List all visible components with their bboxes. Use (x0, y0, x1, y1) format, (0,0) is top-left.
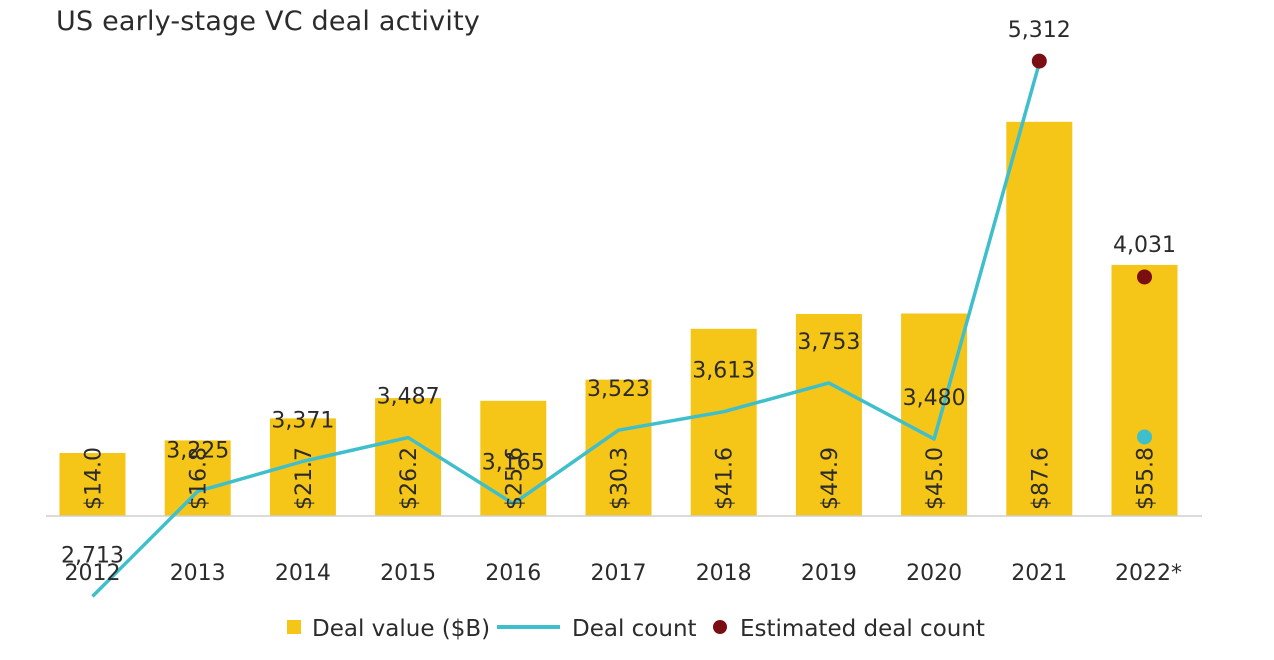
bar-2015 (375, 398, 442, 516)
legend-swatch-estimated-deal-count (713, 620, 727, 634)
legend-swatch-deal-value (287, 620, 301, 634)
deal-count-label-2020: 3,480 (903, 386, 966, 411)
deal-count-label-2013: 3,225 (166, 438, 229, 463)
x-tick-label-2019: 2019 (801, 561, 857, 586)
deal-count-label-2012: 2,713 (61, 543, 124, 568)
deal-count-point-2022 (1137, 429, 1152, 445)
x-tick-label-2020: 2020 (906, 561, 962, 586)
bar-2012 (59, 453, 126, 516)
deal-count-label-2015: 3,487 (377, 385, 440, 410)
deal-count-line (91, 62, 1041, 598)
deal-count-label-2019: 3,753 (797, 330, 860, 355)
legend-label-estimated-deal-count: Estimated deal count (740, 616, 985, 642)
bar-value-label-2014: $21.7 (292, 447, 317, 510)
bars-layer (59, 121, 1178, 517)
bar-2013 (164, 440, 231, 516)
estimated-deal-count-label-2022: 4,031 (1113, 233, 1176, 258)
x-tick-label-2017: 2017 (591, 561, 647, 586)
deal-count-label-2021: 5,312 (1008, 18, 1071, 43)
bar-value-label-2015: $26.2 (397, 447, 422, 510)
bar-2019 (795, 313, 862, 516)
x-tick-label-2016: 2016 (485, 561, 541, 586)
bar-value-label-2019: $44.9 (818, 447, 843, 510)
bar-value-label-2018: $41.6 (713, 447, 738, 510)
x-tick-label-2013: 2013 (170, 561, 226, 586)
bar-2022 (1111, 264, 1178, 516)
bar-value-label-2017: $30.3 (608, 447, 633, 510)
x-tick-label-2018: 2018 (696, 561, 752, 586)
estimated-deal-count-point-2022 (1137, 269, 1152, 285)
bar-2021 (1006, 121, 1073, 517)
x-tick-label-2012: 2012 (65, 561, 121, 586)
x-tick-label-2021: 2021 (1011, 561, 1067, 586)
bar-value-label-2012: $14.0 (82, 447, 107, 510)
bar-2017 (585, 379, 652, 516)
chart-title: US early-stage VC deal activity (56, 6, 481, 37)
x-tick-label-2015: 2015 (380, 561, 436, 586)
deal-count-label-2016: 3,165 (482, 451, 545, 476)
bar-2018 (690, 328, 757, 516)
deal-count-label-2018: 3,613 (692, 359, 755, 384)
deal-count-line-layer (91, 53, 1152, 598)
bar-2020 (901, 313, 968, 516)
x-tick-label-2014: 2014 (275, 561, 331, 586)
bar-value-label-2021: $87.6 (1028, 447, 1053, 510)
estimated-deal-count-point-2021 (1031, 53, 1047, 69)
labels-layer: $14.0 $16.8 $21.7 $26.2 $25.6 $30.3 $41.6 $44.9… (61, 18, 1176, 568)
bar-value-label-2020: $45.0 (923, 447, 948, 510)
x-axis-ticks: 2012 2013 2014 2015 2016 2017 2018 2019 2020 2021… (65, 561, 1183, 586)
bar-2016 (480, 400, 547, 516)
bar-value-label-2022: $55.8 (1134, 447, 1159, 510)
legend: Deal value ($B) Deal count Estimated dea… (287, 616, 985, 642)
legend-label-deal-count: Deal count (572, 616, 697, 642)
bar-value-label-2013: $16.8 (187, 447, 212, 510)
deal-count-label-2017: 3,523 (587, 377, 650, 402)
bar-value-label-2016: $25.6 (502, 447, 527, 510)
x-tick-label-2022: 2022* (1115, 561, 1182, 586)
legend-label-deal-value: Deal value ($B) (312, 616, 490, 642)
deal-count-label-2014: 3,371 (271, 408, 334, 433)
